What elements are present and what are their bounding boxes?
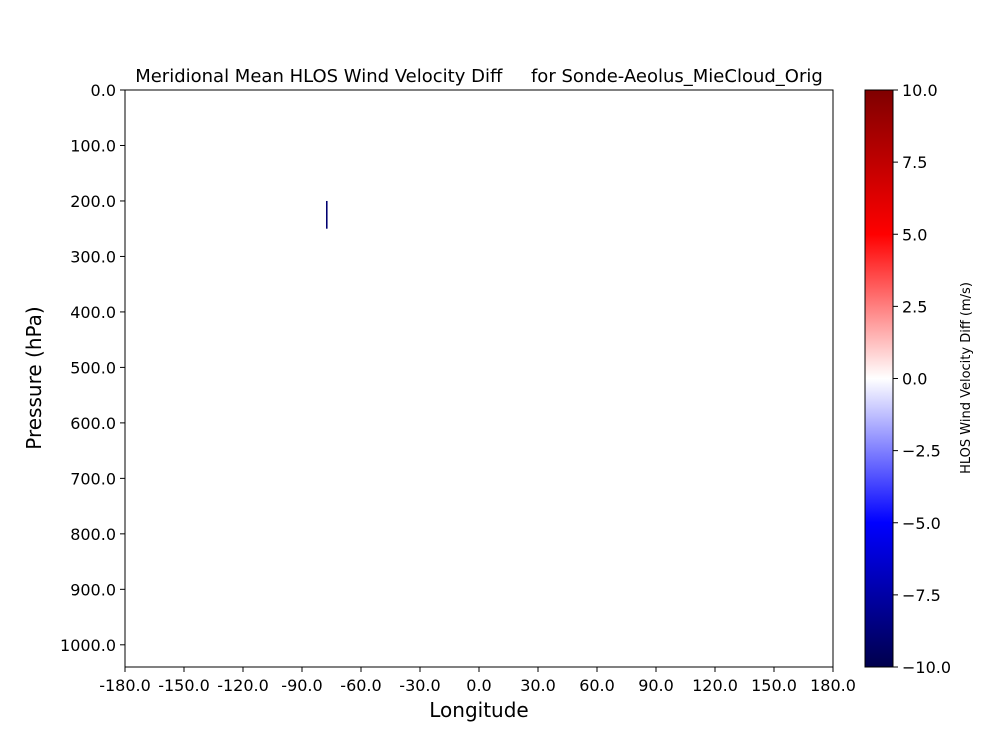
colorbar-tick-label: 5.0: [902, 225, 927, 244]
x-tick-label: 60.0: [579, 676, 615, 695]
x-tick-label: -30.0: [399, 676, 440, 695]
heatmap-cell: [325, 200, 328, 229]
colorbar-label: HLOS Wind Velocity Diff (m/s): [959, 282, 974, 474]
x-axis-ticks: -180.0 -150.0 -120.0 -90.0 -60.0 -30.0 0.0 30.0…: [99, 667, 856, 695]
plot-area: [125, 90, 833, 667]
heatmap-cells: [325, 200, 328, 229]
colorbar: [864, 89, 894, 668]
colorbar-tick-label: −7.5: [902, 586, 941, 605]
y-tick-label: 1000.0: [60, 636, 116, 655]
x-tick-label: -180.0: [99, 676, 151, 695]
y-tick-label: 0.0: [91, 81, 116, 100]
y-axis-ticks: 0.0 100.0 200.0 300.0 400.0 500.0 600.0 700.0 80…: [60, 81, 125, 655]
y-tick-label: 200.0: [70, 192, 116, 211]
y-tick-label: 400.0: [70, 303, 116, 322]
x-tick-label: 90.0: [638, 676, 674, 695]
y-tick-label: 100.0: [70, 136, 116, 155]
y-axis-label: Pressure (hPa): [22, 306, 46, 449]
colorbar-tick-label: 7.5: [902, 153, 927, 172]
x-tick-label: -120.0: [217, 676, 269, 695]
colorbar-tick-label: 0.0: [902, 370, 927, 389]
y-tick-label: 900.0: [70, 580, 116, 599]
colorbar-tick-label: 10.0: [902, 81, 938, 100]
colorbar-tick-label: −5.0: [902, 514, 941, 533]
colorbar-tick-label: 2.5: [902, 297, 927, 316]
x-tick-label: 0.0: [466, 676, 491, 695]
y-tick-label: 800.0: [70, 525, 116, 544]
x-axis-label: Longitude: [429, 698, 528, 722]
x-tick-label: -150.0: [158, 676, 210, 695]
colorbar-tick-label: −2.5: [902, 442, 941, 461]
y-tick-label: 600.0: [70, 414, 116, 433]
x-tick-label: -60.0: [340, 676, 381, 695]
x-tick-label: 30.0: [520, 676, 556, 695]
y-tick-label: 300.0: [70, 247, 116, 266]
colorbar-ticks: −10.0 −7.5 −5.0 −2.5 0.0 2.5 5.0 7.5 10.0: [893, 81, 951, 677]
x-tick-label: 180.0: [810, 676, 856, 695]
x-tick-label: 150.0: [751, 676, 797, 695]
y-tick-label: 500.0: [70, 358, 116, 377]
colorbar-tick-label: −10.0: [902, 658, 951, 677]
x-tick-label: 120.0: [692, 676, 738, 695]
chart-title: Meridional Mean HLOS Wind Velocity Diff …: [135, 66, 823, 87]
x-tick-label: -90.0: [281, 676, 322, 695]
y-tick-label: 700.0: [70, 469, 116, 488]
